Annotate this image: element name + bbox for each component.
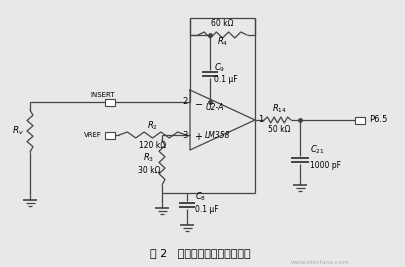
Text: $R_2$: $R_2$ [147, 120, 158, 132]
Text: LM358: LM358 [205, 131, 231, 139]
Text: $C_8$: $C_8$ [195, 191, 206, 203]
Text: 120 kΩ: 120 kΩ [139, 140, 166, 150]
Text: 50 kΩ: 50 kΩ [268, 125, 291, 135]
Text: U2-A: U2-A [206, 104, 224, 112]
Text: www.elecfans.com: www.elecfans.com [291, 260, 349, 265]
Bar [355, 116, 365, 124]
Text: $-$: $-$ [194, 98, 204, 108]
Bar [105, 99, 115, 105]
Text: 0.1 μF: 0.1 μF [195, 205, 219, 214]
Text: $C_9$: $C_9$ [214, 61, 225, 74]
Text: 0.1 μF: 0.1 μF [214, 75, 238, 84]
Text: $R_v$: $R_v$ [12, 125, 24, 137]
Text: $R_{14}$: $R_{14}$ [272, 103, 287, 115]
Text: VREF: VREF [84, 132, 102, 138]
Text: 30 kΩ: 30 kΩ [138, 166, 160, 175]
Text: $C_{21}$: $C_{21}$ [310, 144, 325, 156]
Text: $+$: $+$ [194, 131, 204, 142]
Text: 1000 pF: 1000 pF [310, 162, 341, 171]
Text: 1: 1 [258, 116, 263, 124]
Text: P6.5: P6.5 [369, 116, 387, 124]
Text: 图 2   血糖信号变换及放大电路: 图 2 血糖信号变换及放大电路 [150, 248, 250, 258]
Text: 2: 2 [183, 97, 188, 107]
Text: $R_3$: $R_3$ [143, 151, 155, 164]
Text: 3: 3 [183, 132, 188, 140]
Text: $R_4$: $R_4$ [217, 36, 228, 48]
Bar [105, 132, 115, 139]
Text: 60 kΩ: 60 kΩ [211, 19, 234, 29]
Text: INSERT: INSERT [91, 92, 115, 98]
